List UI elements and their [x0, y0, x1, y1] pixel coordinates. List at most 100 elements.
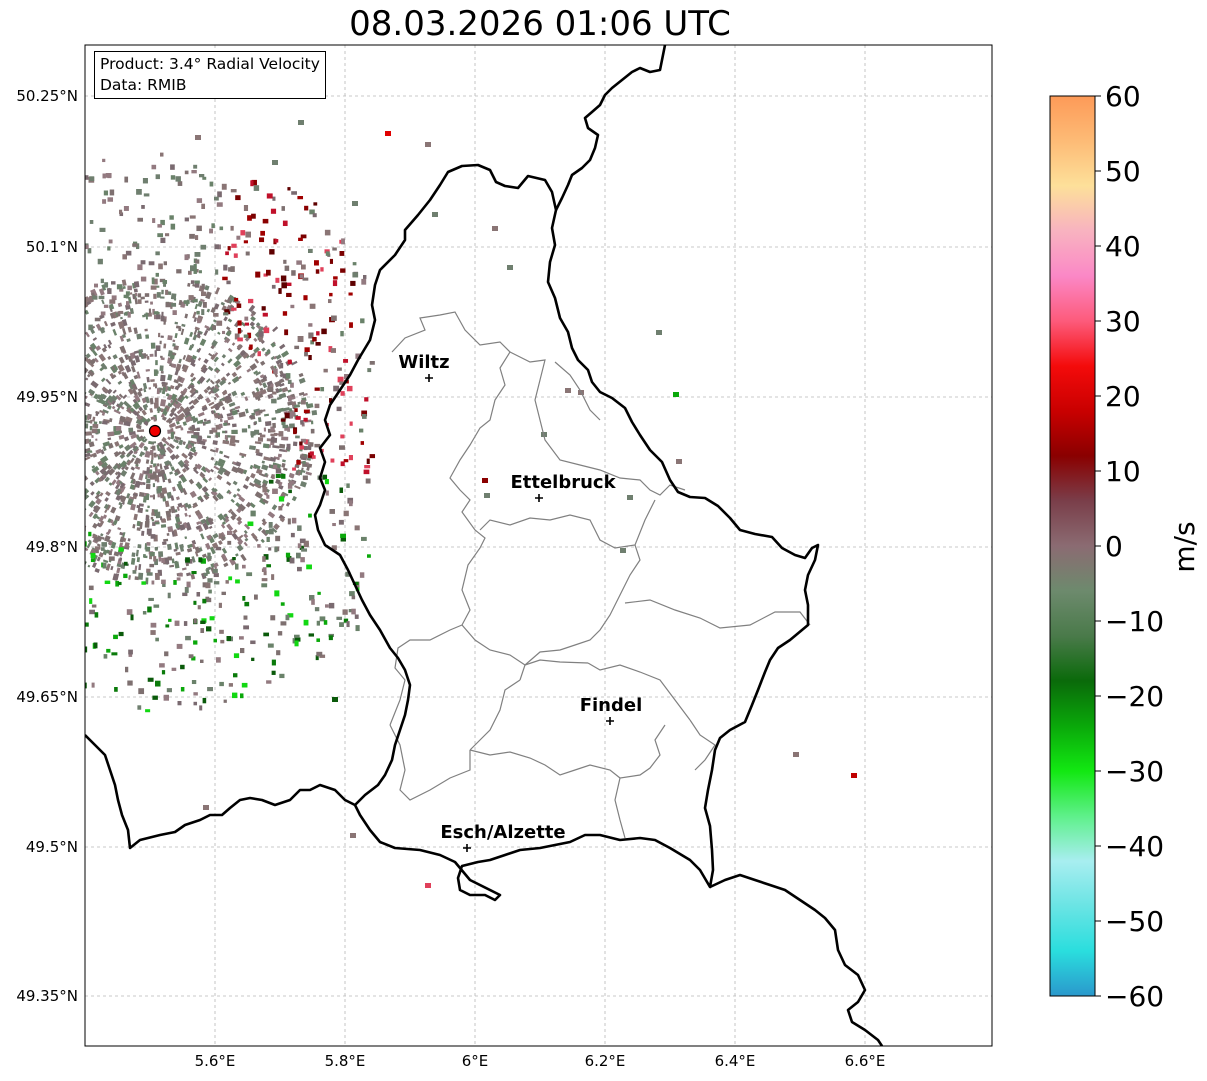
echo-pixel — [299, 274, 304, 279]
echo-pixel — [78, 322, 83, 328]
echo-pixel — [201, 309, 205, 316]
echo-pixel — [317, 591, 321, 595]
echo-pixel — [28, 470, 31, 474]
echo-pixel — [272, 445, 280, 449]
echo-pixel — [236, 488, 241, 492]
echo-pixel — [296, 460, 301, 465]
echo-pixel — [78, 436, 82, 441]
echo-pixel — [115, 394, 122, 401]
echo-pixel — [143, 388, 147, 393]
echo-pixel — [111, 479, 117, 486]
canton-boundary — [624, 599, 811, 629]
echo-pixel — [432, 212, 438, 217]
echo-pixel — [349, 591, 355, 597]
echo-pixel — [50, 414, 53, 417]
echo-pixel — [29, 614, 33, 617]
echo-pixel — [12, 319, 16, 324]
echo-pixel — [245, 501, 252, 508]
echo-pixel — [30, 455, 35, 458]
echo-pixel — [85, 418, 86, 422]
echo-pixel — [32, 415, 37, 420]
echo-pixel — [19, 327, 23, 330]
echo-pixel — [61, 438, 64, 443]
canton-boundary — [509, 351, 686, 496]
echo-pixel — [291, 495, 297, 502]
echo-pixel — [314, 443, 321, 448]
echo-pixel — [178, 439, 184, 446]
echo-pixel — [108, 418, 113, 423]
echo-pixel — [15, 356, 22, 361]
echo-pixel — [184, 512, 188, 517]
echo-pixel — [312, 337, 317, 342]
echo-pixel — [295, 416, 301, 420]
echo-pixel — [59, 409, 66, 413]
echo-pixel — [23, 520, 28, 524]
echo-pixel — [68, 302, 75, 310]
lon-tick: 6°E — [462, 1052, 489, 1070]
echo-pixel — [247, 521, 254, 527]
echo-pixel — [70, 309, 75, 313]
echo-pixel — [183, 459, 190, 466]
echo-pixel — [76, 520, 82, 526]
echo-pixel — [89, 392, 94, 397]
lat-tick: 49.95°N — [16, 388, 78, 406]
echo-pixel — [5, 589, 9, 593]
echo-pixel — [212, 568, 218, 573]
echo-pixel — [324, 229, 331, 236]
echo-pixel — [259, 374, 265, 379]
echo-pixel — [102, 445, 107, 452]
echo-pixel — [136, 520, 141, 527]
echo-pixel — [192, 363, 196, 367]
echo-pixel — [167, 418, 173, 425]
echo-pixel — [355, 353, 362, 359]
echo-pixel — [158, 555, 162, 562]
echo-pixel — [95, 497, 102, 505]
echo-pixel — [50, 369, 54, 373]
echo-pixel — [38, 345, 46, 352]
echo-pixel — [222, 517, 227, 522]
echo-pixel — [132, 402, 140, 410]
echo-pixel — [188, 399, 194, 405]
echo-pixel — [177, 181, 183, 186]
echo-pixel — [123, 573, 128, 579]
echo-pixel — [130, 433, 138, 440]
echo-pixel — [201, 366, 208, 374]
echo-pixel — [5, 247, 11, 252]
echo-pixel — [304, 446, 308, 451]
echo-pixel — [228, 576, 233, 581]
echo-pixel — [235, 563, 239, 570]
echo-pixel — [209, 379, 215, 385]
echo-pixel — [154, 572, 160, 580]
echo-pixel — [251, 390, 256, 396]
echo-pixel — [146, 572, 153, 576]
city-wiltz: Wiltz — [398, 352, 450, 382]
echo-pixel — [119, 531, 124, 536]
echo-pixel — [271, 670, 276, 675]
echo-pixel — [220, 639, 225, 644]
echo-pixel — [281, 386, 289, 393]
echo-pixel — [339, 622, 344, 627]
echo-pixel — [206, 534, 213, 541]
echo-pixel — [52, 470, 57, 475]
echo-pixel — [119, 504, 123, 510]
echo-pixel — [2, 652, 7, 656]
city-findel: Findel — [580, 695, 642, 725]
echo-pixel — [231, 532, 239, 540]
echo-pixel — [32, 377, 38, 383]
echo-pixel — [167, 402, 173, 408]
echo-pixel — [339, 381, 345, 385]
echo-pixel — [74, 335, 79, 339]
echo-pixel — [262, 382, 268, 389]
echo-pixel — [235, 353, 243, 361]
echo-pixel — [365, 478, 371, 484]
echo-pixel — [114, 515, 121, 522]
echo-pixel — [92, 423, 99, 429]
echo-pixel — [80, 422, 82, 427]
echo-pixel — [22, 478, 27, 482]
echo-pixel — [272, 160, 278, 165]
echo-pixel — [142, 178, 148, 184]
echo-pixel — [233, 359, 242, 368]
echo-pixel — [118, 434, 125, 440]
echo-pixel — [183, 621, 188, 626]
echo-pixel — [119, 460, 128, 468]
